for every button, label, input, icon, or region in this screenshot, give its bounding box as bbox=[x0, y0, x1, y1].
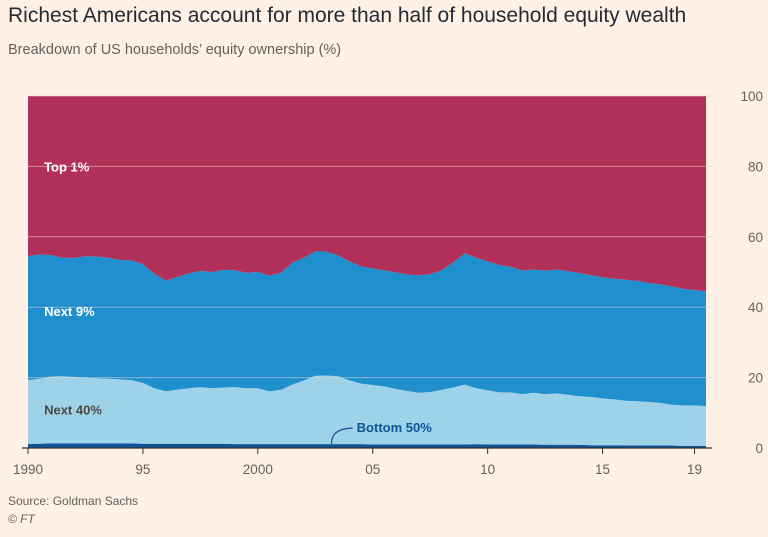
chart-subtitle: Breakdown of US households’ equity owner… bbox=[8, 42, 342, 58]
copyright-note: © FT bbox=[8, 512, 35, 526]
bottom-50-pointer-line bbox=[330, 427, 353, 445]
area-next-40pct bbox=[28, 375, 706, 446]
y-tick-label-40: 40 bbox=[748, 300, 763, 315]
series-label-top-1pct: Top 1% bbox=[44, 160, 90, 175]
area-layer bbox=[28, 96, 706, 448]
x-tick-label-1995: 95 bbox=[135, 462, 150, 477]
y-gridlines bbox=[28, 95, 712, 379]
x-tick-label-2019: 19 bbox=[687, 462, 702, 477]
y-axis: 0 20 40 60 80 100 bbox=[740, 89, 763, 456]
area-next-9pct bbox=[28, 251, 706, 407]
y-tick-label-100: 100 bbox=[740, 89, 763, 104]
y-tick-label-80: 80 bbox=[748, 159, 763, 174]
series-label-bottom-50pct: Bottom 50% bbox=[357, 420, 433, 435]
series-labels: Top 1% Next 9% Next 40% Bottom 50% bbox=[44, 160, 433, 445]
x-tick-label-1990: 1990 bbox=[13, 462, 43, 477]
chart-title: Richest Americans account for more than … bbox=[8, 4, 687, 27]
source-note: Source: Goldman Sachs bbox=[8, 494, 139, 508]
x-tick-label-2000: 2000 bbox=[243, 462, 273, 477]
area-top-1pct bbox=[28, 96, 706, 292]
y-tick-label-60: 60 bbox=[748, 230, 763, 245]
series-label-next-9pct: Next 9% bbox=[44, 304, 95, 319]
x-axis: 1990 95 2000 05 10 15 19 bbox=[13, 447, 712, 477]
x-tick-label-2010: 10 bbox=[480, 462, 495, 477]
x-tick-label-2015: 15 bbox=[595, 462, 610, 477]
series-label-next-40pct: Next 40% bbox=[44, 403, 102, 418]
area-bottom-50pct bbox=[28, 443, 706, 448]
y-tick-label-0: 0 bbox=[755, 441, 763, 456]
x-tick-label-2005: 05 bbox=[365, 462, 380, 477]
y-tick-label-20: 20 bbox=[748, 371, 763, 386]
